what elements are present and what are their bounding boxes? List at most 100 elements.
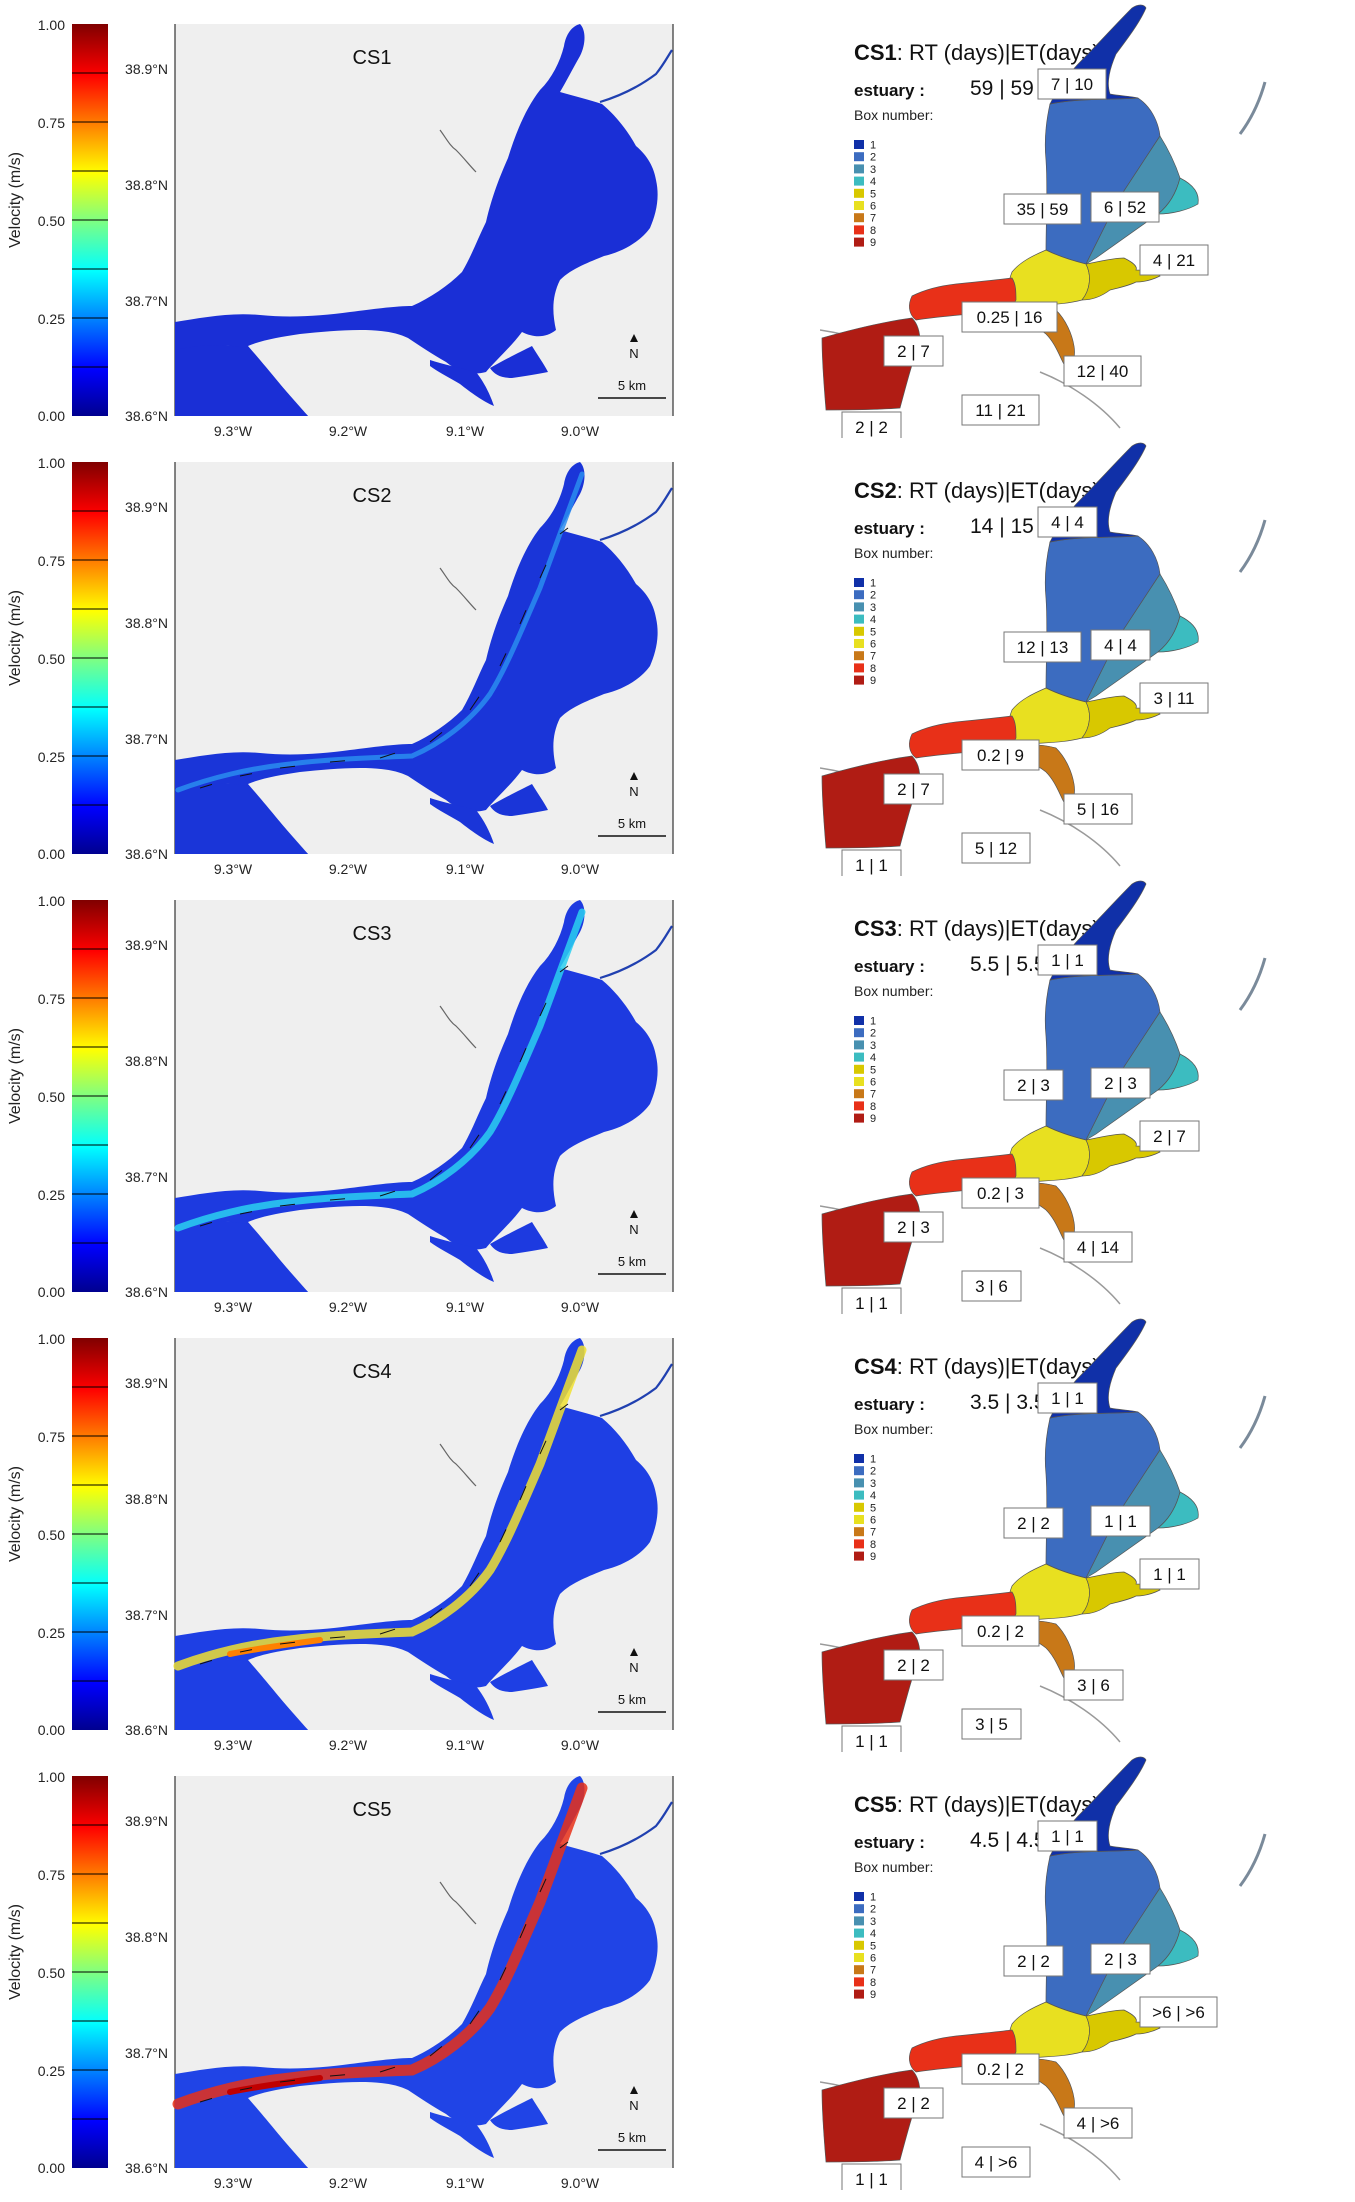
box-labels: 1 | 1 2 | 2 2 | 3 >6 | >6 0.2 | 2 4 | >6 4 | >…: [841, 1820, 1218, 2190]
river-arm: [1238, 519, 1267, 573]
box-label-3: 2 | 3: [1090, 1943, 1151, 1975]
lon-tick: 9.2°W: [329, 423, 368, 438]
legend-label: 9: [870, 1113, 876, 1125]
velocity-arrow: [279, 2079, 296, 2083]
legend-label: 8: [870, 1977, 876, 1989]
lon-tick: 9.0°W: [561, 861, 600, 876]
svg-text:2 | 2: 2 | 2: [897, 2094, 930, 2113]
lat-tick: 38.8°N: [125, 1929, 168, 1945]
river-channel: [599, 487, 673, 542]
box-5-region: [1081, 1571, 1161, 1615]
legend-swatch: [854, 164, 864, 174]
colorbar-tick: 1.00: [38, 17, 65, 33]
flow-highlight: [174, 908, 586, 1232]
colorbar-tick: 0.00: [38, 2160, 65, 2176]
velocity-arrow: [379, 1628, 396, 1635]
small-stream: [439, 1881, 477, 1925]
lat-tick: 38.8°N: [125, 1491, 168, 1507]
small-stream: [439, 1443, 477, 1487]
residence-time-panel: CS2: RT (days)|ET(days) estuary : 14 | 1…: [820, 442, 1267, 876]
lon-tick: 9.3°W: [214, 2175, 253, 2190]
box-6-region: [1007, 1125, 1090, 1185]
velocity-arrow: [329, 2074, 346, 2077]
panel-title: CS4: RT (days)|ET(days): [854, 1354, 1100, 1379]
legend-label: 3: [870, 1478, 876, 1490]
scale-bar-label: 5 km: [618, 816, 646, 831]
scenario-row: 1.00 0.75 0.50 0.25 0.00 Velocity (m/s) …: [0, 876, 1355, 1314]
lon-tick: 9.0°W: [561, 1299, 600, 1314]
river-channel: [599, 1363, 673, 1418]
box-label-5: 5 | 16: [1063, 793, 1133, 825]
residence-time-panel: CS5: RT (days)|ET(days) estuary : 4.5 | …: [820, 1756, 1267, 2190]
box-labels: 7 | 10 35 | 59 6 | 52 4 | 21 0.25 | 16 12 | 4…: [841, 68, 1209, 438]
colorbar-divisions: [72, 510, 108, 806]
lon-tick: 9.1°W: [446, 1737, 485, 1752]
main-channel-flow: [173, 1345, 587, 1671]
scenario-name: CS3: [353, 923, 392, 945]
legend-swatch: [854, 1101, 864, 1111]
svg-text:4 | 4: 4 | 4: [1051, 513, 1084, 532]
estuary-inner-tributaries: [430, 784, 548, 844]
svg-text:4 | >6: 4 | >6: [975, 2153, 1018, 2172]
box-label-6: 0.25 | 16: [961, 301, 1058, 333]
legend-swatch: [854, 201, 864, 210]
legend-swatch: [854, 639, 864, 648]
svg-text:3 | 6: 3 | 6: [975, 1277, 1008, 1296]
legend-label: 6: [870, 201, 876, 213]
svg-text:4 | >6: 4 | >6: [1077, 2114, 1120, 2133]
box-labels: 4 | 4 12 | 13 4 | 4 3 | 11 0.2 | 9 5 | 16 5 | …: [841, 506, 1209, 876]
colorbar-label: Velocity (m/s): [7, 1028, 24, 1124]
svg-text:12 | 13: 12 | 13: [1017, 638, 1069, 657]
lon-tick: 9.2°W: [329, 1299, 368, 1314]
scenario-row: 1.00 0.75 0.50 0.25 0.00 Velocity (m/s) …: [0, 0, 1355, 438]
scenario-name: CS1: [353, 47, 392, 69]
svg-text:4 | 21: 4 | 21: [1153, 251, 1195, 270]
lat-tick: 38.6°N: [125, 408, 168, 424]
legend-label: 6: [870, 1515, 876, 1527]
legend-label: 7: [870, 1965, 876, 1977]
svg-text:4 | 14: 4 | 14: [1077, 1238, 1119, 1257]
velocity-arrow: [329, 1198, 346, 1201]
velocity-vectors: [199, 965, 569, 1227]
lat-tick: 38.7°N: [125, 293, 168, 309]
legend-label: 9: [870, 1551, 876, 1563]
legend-label: 8: [870, 1539, 876, 1551]
legend-swatch: [854, 1040, 864, 1050]
velocity-arrow: [239, 1649, 253, 1653]
lon-tick: 9.0°W: [561, 2175, 600, 2190]
main-channel-flow: [174, 908, 586, 1232]
estuary-value: 59 | 59: [970, 77, 1034, 100]
velocity-arrow: [379, 752, 396, 759]
box-label-2: 35 | 59: [1003, 193, 1082, 225]
velocity-arrow: [519, 1048, 527, 1063]
legend-swatch: [854, 152, 864, 162]
estuary-water: [175, 900, 658, 1292]
legend-swatch: [854, 1965, 864, 1975]
legend-label: 6: [870, 1077, 876, 1089]
svg-text:3 | 5: 3 | 5: [975, 1715, 1008, 1734]
velocity-map-panel: 1.00 0.75 0.50 0.25 0.00 Velocity (m/s) …: [7, 17, 674, 438]
box-label-4: 2 | 7: [1139, 1120, 1200, 1152]
svg-text:2 | 3: 2 | 3: [1104, 1950, 1137, 1969]
velocity-arrow: [429, 2046, 443, 2057]
svg-text:6 | 52: 6 | 52: [1104, 198, 1146, 217]
box-5-region: [1081, 2009, 1161, 2053]
velocity-arrow: [499, 1529, 507, 1543]
svg-text:1 | 1: 1 | 1: [1051, 1827, 1084, 1846]
velocity-arrow: [239, 773, 253, 777]
legend-swatch: [854, 1064, 864, 1074]
river-channel: [599, 925, 673, 980]
box-labels: 1 | 1 2 | 3 2 | 3 2 | 7 0.2 | 3 4 | 14 3 | 6 2 …: [841, 944, 1200, 1314]
box-label-8: 2 | 7: [883, 773, 944, 805]
legend-label: 4: [870, 1490, 876, 1502]
legend-label: 2: [870, 152, 876, 164]
svg-text:2 | 2: 2 | 2: [897, 1656, 930, 1675]
scenario-name: CS4: [353, 1361, 392, 1383]
lat-tick: 38.9°N: [125, 1375, 168, 1391]
colorbar-tick: 0.25: [38, 1187, 65, 1203]
river-arm: [1238, 1833, 1267, 1887]
velocity-map-panel: 1.00 0.75 0.50 0.25 0.00 Velocity (m/s) …: [7, 1769, 674, 2190]
lat-tick: 38.7°N: [125, 1607, 168, 1623]
velocity-arrow: [539, 1002, 547, 1017]
